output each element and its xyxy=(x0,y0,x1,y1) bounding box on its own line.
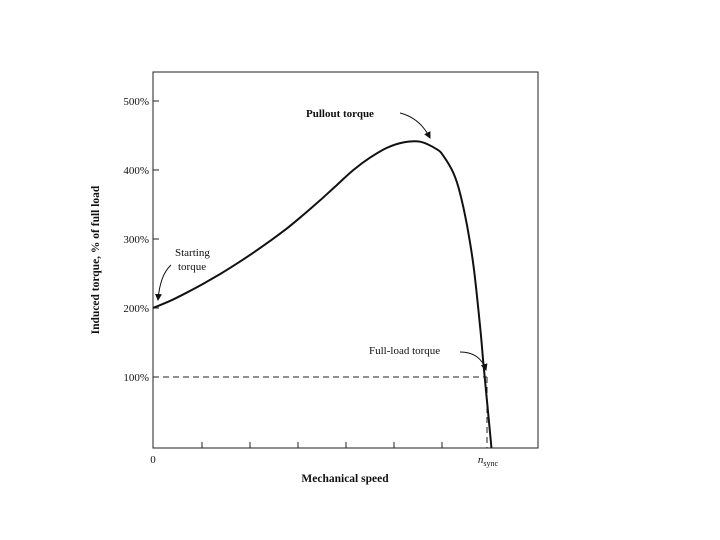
x-axis: 0 nsync xyxy=(150,442,499,468)
annotation-full-load: Full-load torque xyxy=(369,345,488,371)
y-tick-label-200: 200% xyxy=(123,303,149,315)
x-tick-label-origin: 0 xyxy=(150,454,156,466)
pullout-torque-label: Pullout torque xyxy=(306,108,374,120)
y-axis-label: Induced torque, % of full load xyxy=(90,185,102,334)
x-tick-label-sync-main: n xyxy=(478,454,484,466)
starting-torque-label-line1: Starting xyxy=(175,247,210,259)
starting-arrow xyxy=(154,264,172,301)
torque-speed-curve xyxy=(153,140,493,448)
y-tick-label-400: 400% xyxy=(123,165,149,177)
y-tick-label-300: 300% xyxy=(123,234,149,246)
full-load-arrow xyxy=(459,351,488,371)
full-load-torque-label: Full-load torque xyxy=(369,345,440,357)
y-tick-label-100: 100% xyxy=(123,372,149,384)
x-axis-label: Mechanical speed xyxy=(301,473,389,485)
y-tick-label-500: 500% xyxy=(123,96,149,108)
x-tick-label-sync-sub: sync xyxy=(483,459,498,468)
y-axis: 100% 200% 300% 400% 500% xyxy=(123,96,159,384)
starting-torque-label-line2: torque xyxy=(178,261,206,273)
x-tick-label-sync: nsync xyxy=(478,454,499,468)
plot-frame xyxy=(152,71,539,449)
pullout-arrow xyxy=(399,112,431,139)
annotation-starting: Starting torque xyxy=(154,247,210,301)
annotation-pullout: Pullout torque xyxy=(306,108,431,139)
